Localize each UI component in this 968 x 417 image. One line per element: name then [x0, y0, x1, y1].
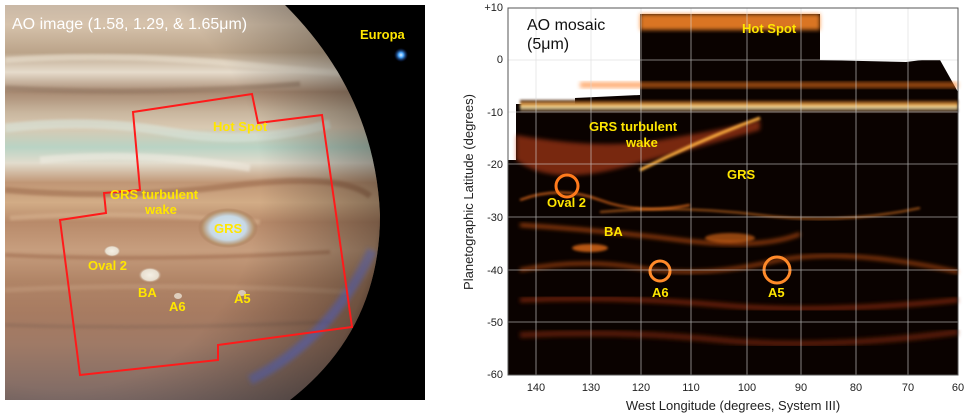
y-tick: -10	[487, 107, 503, 119]
x-tick: 110	[682, 382, 700, 394]
x-tick: 90	[795, 382, 807, 394]
mosaic-frame	[507, 7, 959, 376]
mosaic-grs-label: GRS	[727, 167, 756, 182]
y-tick: -20	[487, 159, 503, 171]
mosaic-a6-label: A6	[652, 285, 669, 300]
x-tick: 60	[952, 382, 964, 394]
y-tick: -30	[487, 212, 503, 224]
europa-label: Europa	[360, 27, 406, 42]
x-tick: 140	[527, 382, 545, 394]
left-oval-2-label: Oval 2	[88, 258, 127, 273]
x-tick: 70	[902, 382, 914, 394]
mosaic-outline	[58, 92, 354, 377]
x-axis-ticks: 140 130 120 110 100 90 80 70 60	[527, 382, 964, 394]
left-grs-label: GRS	[214, 221, 243, 236]
mosaic-oval-2-ring	[554, 173, 580, 199]
y-axis-label: Planetographic Latitude (degrees)	[461, 94, 476, 290]
y-tick: 0	[497, 54, 503, 66]
left-ba-label: BA	[138, 285, 157, 300]
mosaic-hot-spot-label: Hot Spot	[742, 21, 797, 36]
mosaic-grs-wake-label-line2: wake	[625, 135, 658, 150]
jupiter-disk	[5, 5, 380, 400]
x-tick: 100	[738, 382, 756, 394]
ao-image-panel: AO image (1.58, 1.29, & 1.65μm) Europa H…	[5, 5, 425, 400]
coordinate-grid	[508, 8, 958, 375]
left-grs-wake-label-line1: GRS turbulent	[110, 187, 199, 202]
x-axis-label: West Longitude (degrees, System III)	[626, 398, 840, 413]
left-a6-label: A6	[169, 299, 186, 314]
y-tick: -40	[487, 265, 503, 277]
y-tick: -50	[487, 317, 503, 329]
left-a5-label: A5	[234, 291, 251, 306]
y-tick: -60	[487, 369, 503, 381]
x-tick: 130	[582, 382, 600, 394]
left-hot-spot-label: Hot Spot	[213, 119, 268, 134]
mosaic-oval-2-label: Oval 2	[547, 195, 586, 210]
x-tick: 80	[850, 382, 862, 394]
ao-image-title: AO image (1.58, 1.29, & 1.65μm)	[12, 16, 247, 33]
mosaic-grs-wake-label-line1: GRS turbulent	[589, 119, 678, 134]
mosaic-a5-label: A5	[768, 285, 785, 300]
mosaic-features	[516, 14, 959, 347]
mosaic-title-line2: (5μm)	[527, 36, 569, 53]
ao-mosaic-panel: AO mosaic (5μm) Hot Spot GRS turbulent w…	[461, 2, 964, 413]
y-axis-ticks: +10 0 -10 -20 -30 -40 -50 -60	[484, 2, 503, 381]
x-tick: 120	[632, 382, 650, 394]
mosaic-title-line1: AO mosaic	[527, 17, 605, 34]
europa-moon	[394, 48, 408, 62]
y-tick: +10	[484, 2, 503, 14]
left-grs-wake-label-line2: wake	[144, 202, 177, 217]
mosaic-ba-label: BA	[604, 224, 623, 239]
mosaic-a6-ring	[648, 259, 672, 283]
